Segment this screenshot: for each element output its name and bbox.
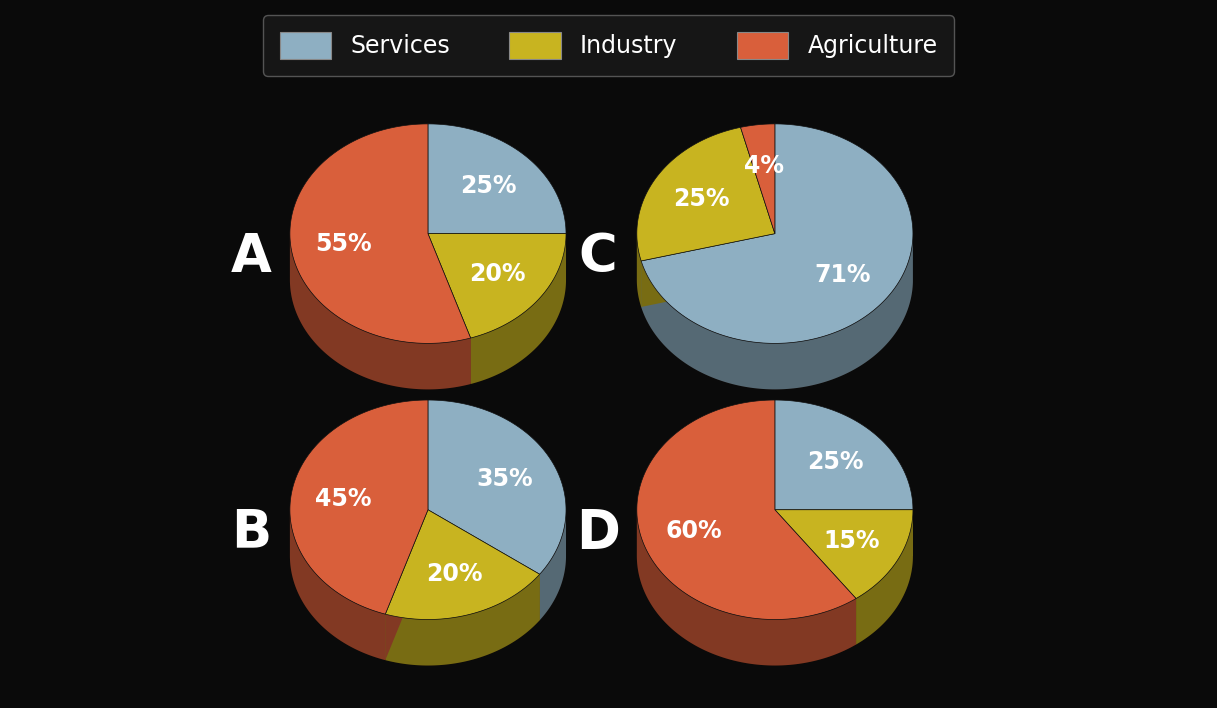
Polygon shape <box>428 510 539 620</box>
Polygon shape <box>856 510 913 644</box>
Text: 60%: 60% <box>666 519 722 543</box>
Text: 25%: 25% <box>460 173 517 198</box>
Polygon shape <box>386 574 539 666</box>
Polygon shape <box>428 234 566 280</box>
Text: 35%: 35% <box>476 467 533 491</box>
Polygon shape <box>428 510 539 620</box>
Polygon shape <box>386 510 539 620</box>
Text: 55%: 55% <box>315 232 371 256</box>
Polygon shape <box>775 510 856 644</box>
Polygon shape <box>386 510 428 660</box>
Polygon shape <box>290 510 386 660</box>
Text: 4%: 4% <box>744 154 784 178</box>
Polygon shape <box>290 400 428 614</box>
Text: 20%: 20% <box>426 562 483 586</box>
Text: 25%: 25% <box>807 450 864 474</box>
Text: A: A <box>230 231 271 282</box>
Polygon shape <box>636 127 775 261</box>
Polygon shape <box>636 170 913 389</box>
Polygon shape <box>290 170 566 389</box>
Polygon shape <box>290 124 471 343</box>
Polygon shape <box>775 510 913 556</box>
Text: 20%: 20% <box>469 262 526 285</box>
Polygon shape <box>428 234 471 384</box>
Polygon shape <box>428 234 566 338</box>
Polygon shape <box>775 510 856 644</box>
Text: 45%: 45% <box>315 487 371 511</box>
Text: 71%: 71% <box>814 263 871 287</box>
Text: 15%: 15% <box>823 529 880 553</box>
Polygon shape <box>428 234 566 280</box>
Text: D: D <box>576 507 619 559</box>
Text: C: C <box>578 231 617 282</box>
Text: B: B <box>231 507 271 559</box>
Polygon shape <box>641 234 775 307</box>
Polygon shape <box>428 400 566 574</box>
Polygon shape <box>775 510 913 598</box>
Polygon shape <box>636 510 856 666</box>
Text: 25%: 25% <box>673 187 729 211</box>
Legend: Services, Industry, Agriculture: Services, Industry, Agriculture <box>263 16 954 76</box>
Polygon shape <box>428 124 566 234</box>
Polygon shape <box>636 234 641 307</box>
Polygon shape <box>641 236 913 389</box>
Polygon shape <box>775 400 913 510</box>
Polygon shape <box>641 124 913 343</box>
Polygon shape <box>636 400 856 620</box>
Polygon shape <box>775 510 913 556</box>
Polygon shape <box>290 234 471 389</box>
Polygon shape <box>471 234 566 384</box>
Polygon shape <box>428 234 471 384</box>
Polygon shape <box>741 124 775 234</box>
Polygon shape <box>539 510 566 620</box>
Polygon shape <box>636 446 913 666</box>
Polygon shape <box>290 446 566 666</box>
Polygon shape <box>386 510 428 660</box>
Polygon shape <box>641 234 775 307</box>
